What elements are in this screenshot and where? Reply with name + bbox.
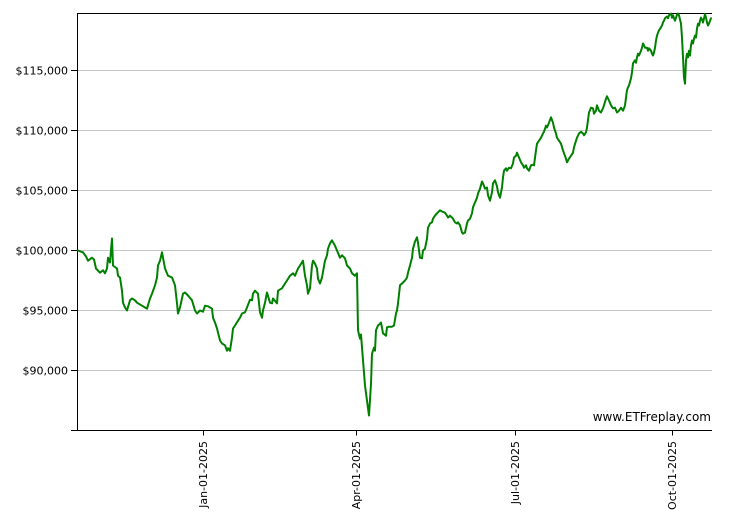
x-axis-tick-label: Jul-01-2025 (509, 441, 522, 505)
price-line (77, 12, 712, 417)
watermark-text: www.ETFreplay.com (593, 410, 711, 424)
x-axis-tick-label: Apr-01-2025 (350, 441, 363, 509)
y-axis-tick-label: $100,000 (16, 245, 69, 258)
y-axis-tick-label: $115,000 (16, 65, 69, 78)
y-axis-tick-label: $90,000 (23, 365, 69, 378)
x-axis-tick-label: Oct-01-2025 (666, 441, 679, 510)
y-axis-tick-label: $105,000 (16, 185, 69, 198)
y-axis-tick-label: $110,000 (16, 125, 69, 138)
y-axis-tick-label: $95,000 (23, 305, 69, 318)
x-axis-tick-label: Jan-01-2025 (197, 441, 210, 509)
